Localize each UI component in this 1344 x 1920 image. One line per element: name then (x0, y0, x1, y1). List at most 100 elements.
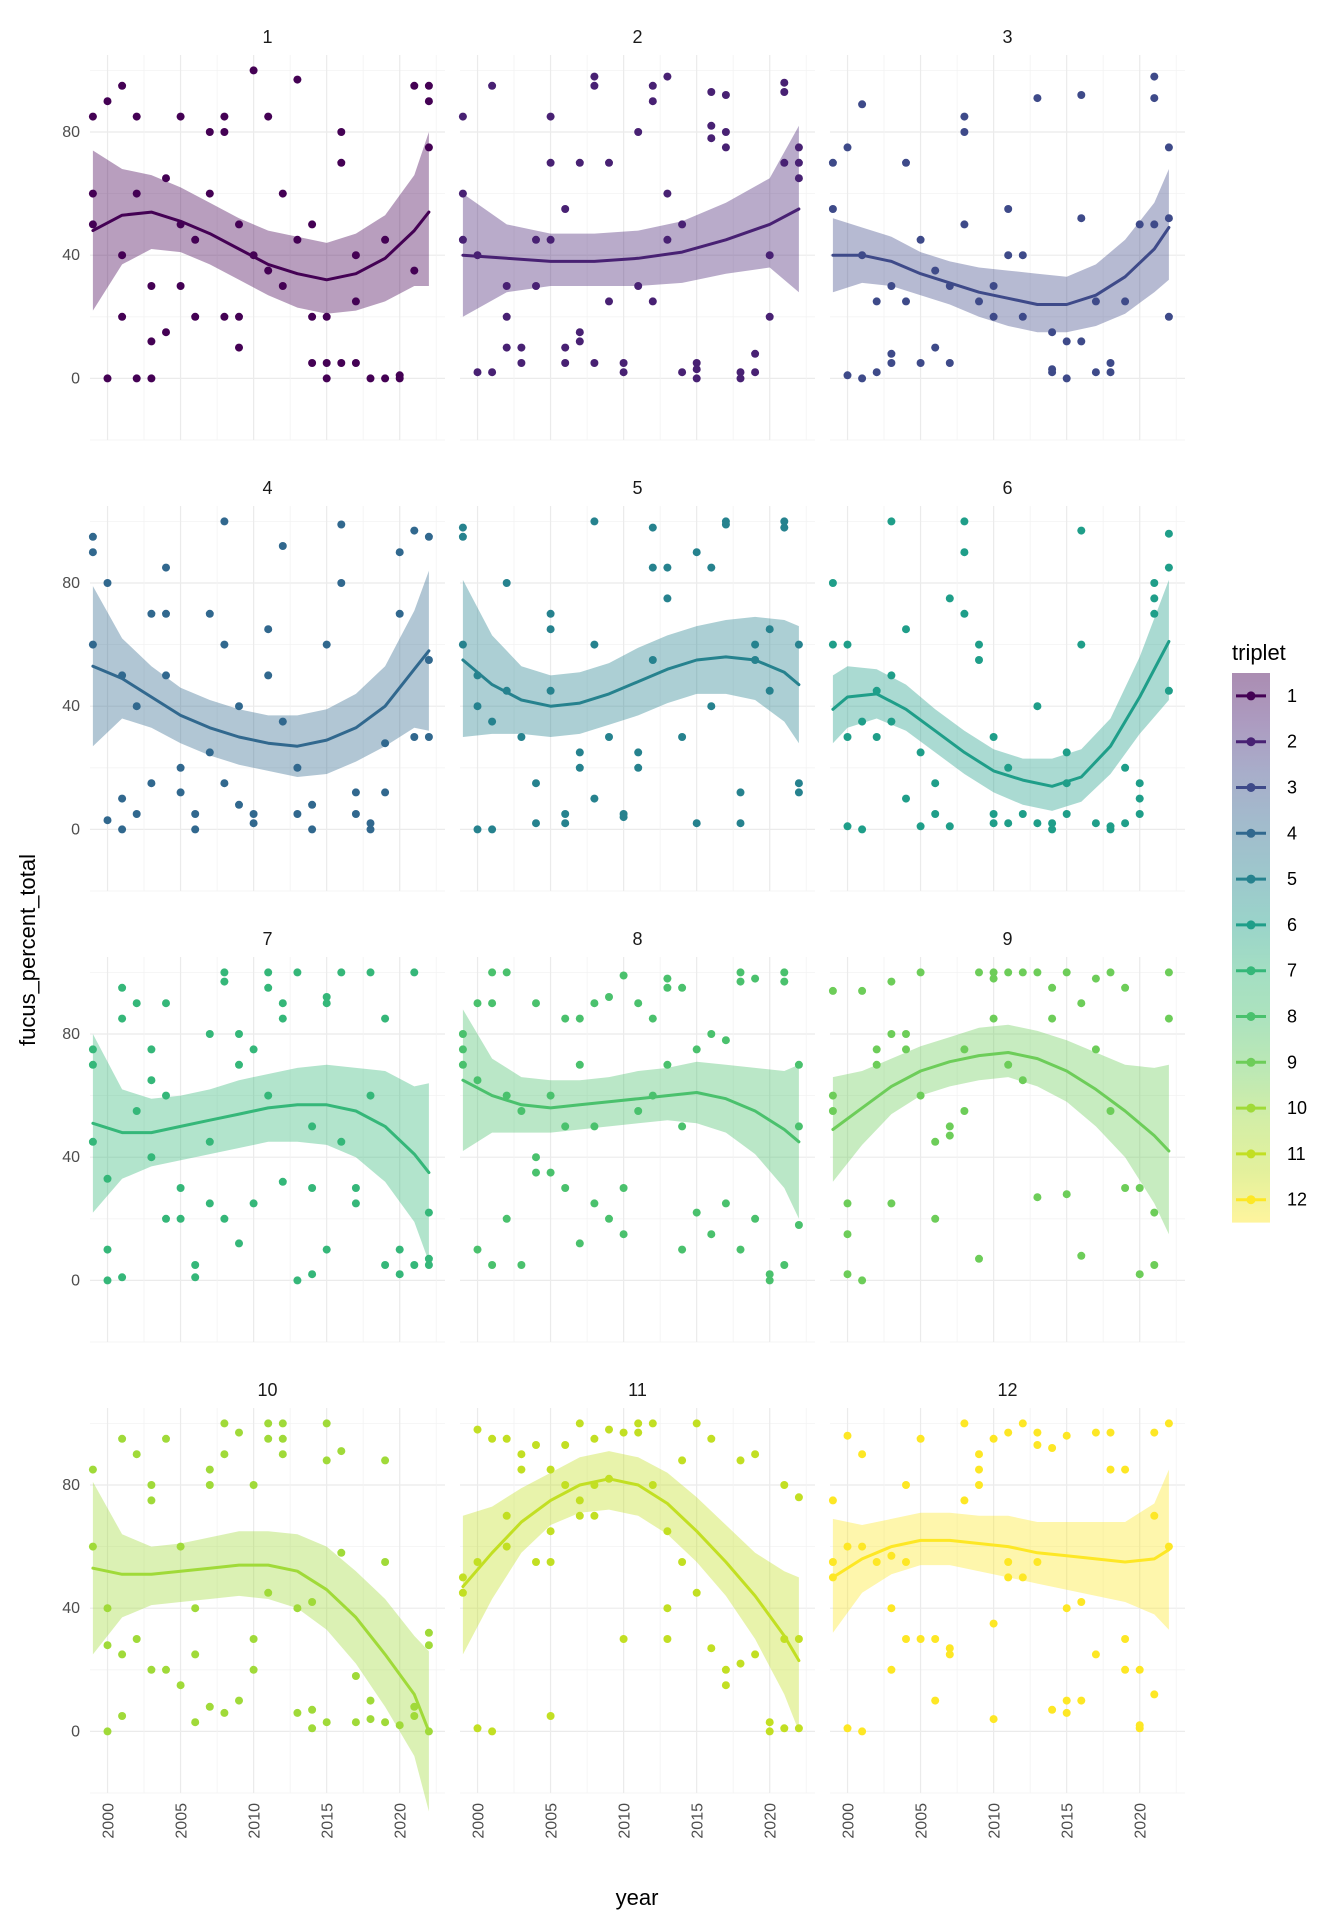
data-point (308, 220, 317, 229)
data-point (264, 968, 273, 977)
data-point (249, 1665, 258, 1674)
data-point (678, 1456, 687, 1465)
data-point (590, 999, 599, 1008)
data-point (458, 1030, 467, 1038)
data-point (322, 1245, 331, 1254)
data-point (366, 374, 375, 383)
data-point (264, 625, 273, 634)
data-point (118, 1712, 127, 1720)
data-point (1135, 1724, 1144, 1733)
data-point (575, 1496, 584, 1505)
data-point (502, 1542, 511, 1551)
legend-key-7: 7 (1236, 961, 1297, 981)
data-point (648, 656, 657, 664)
data-point (118, 1434, 127, 1443)
data-point (118, 1273, 127, 1282)
data-point (590, 81, 599, 90)
data-point (828, 1558, 837, 1566)
data-point (546, 112, 555, 121)
data-point (931, 1214, 940, 1223)
data-point (828, 1107, 837, 1115)
data-point (575, 1060, 584, 1069)
data-point (235, 1428, 243, 1437)
data-point (619, 1230, 628, 1239)
data-point (381, 1014, 390, 1023)
data-point (916, 235, 925, 244)
data-point (410, 1261, 419, 1269)
data-point (546, 1558, 555, 1566)
data-point (205, 1199, 214, 1208)
data-point (751, 349, 760, 358)
data-point (308, 1122, 317, 1131)
data-point (205, 1702, 214, 1711)
trend-line (91, 1563, 431, 1733)
data-point (678, 983, 687, 992)
data-point (780, 78, 789, 87)
data-point (945, 1131, 954, 1140)
data-point (337, 1137, 346, 1146)
data-point (575, 1239, 584, 1248)
data-point (1150, 609, 1159, 618)
data-point (103, 1245, 112, 1254)
data-point (205, 1030, 214, 1038)
data-point (191, 1650, 200, 1659)
data-point (590, 640, 599, 649)
data-point (634, 1428, 643, 1437)
data-point (103, 1174, 112, 1183)
data-point (765, 1727, 774, 1736)
data-point (1077, 526, 1086, 535)
data-point (473, 1425, 482, 1434)
data-point (132, 810, 141, 818)
data-point (648, 523, 657, 532)
data-point (1062, 1431, 1071, 1440)
data-point (488, 1727, 497, 1736)
data-point (235, 702, 243, 711)
data-point (648, 563, 657, 572)
data-point (132, 1107, 141, 1115)
data-point (205, 1465, 214, 1474)
data-point (473, 368, 482, 377)
data-point (1164, 1014, 1173, 1023)
data-point (103, 1604, 112, 1613)
data-point (410, 968, 419, 977)
data-point (989, 810, 998, 818)
legend-key-6: 6 (1236, 915, 1297, 935)
data-point (887, 977, 896, 986)
data-point (692, 365, 701, 374)
legend-key-9: 9 (1236, 1052, 1297, 1072)
data-point (1033, 1428, 1042, 1437)
data-point (132, 999, 141, 1008)
data-point (1164, 529, 1173, 538)
x-tick-label: 2005 (914, 1803, 931, 1839)
data-point (88, 112, 97, 121)
data-point (1018, 1573, 1027, 1582)
data-point (458, 1045, 467, 1054)
data-point (532, 1558, 540, 1566)
data-point (220, 517, 229, 526)
data-point (532, 1441, 540, 1449)
data-point (532, 1153, 540, 1162)
data-point (381, 1558, 390, 1566)
data-point (1121, 1635, 1130, 1643)
data-point (458, 523, 467, 532)
data-point (381, 374, 390, 383)
data-point (692, 819, 701, 828)
data-point (103, 1276, 112, 1285)
confidence-band (462, 1451, 799, 1732)
data-point (220, 640, 229, 649)
data-point (1048, 368, 1057, 377)
data-point (931, 343, 940, 352)
data-point (293, 75, 302, 84)
data-point (931, 266, 940, 275)
data-point (191, 825, 200, 834)
data-point (118, 1650, 127, 1659)
data-point (488, 999, 497, 1008)
data-point (1033, 819, 1042, 828)
data-point (162, 671, 170, 680)
data-point (648, 97, 657, 106)
panel-strip-label: 7 (262, 929, 272, 949)
data-point (902, 1635, 910, 1643)
panel-1: 1 0 40 80 (62, 27, 445, 441)
